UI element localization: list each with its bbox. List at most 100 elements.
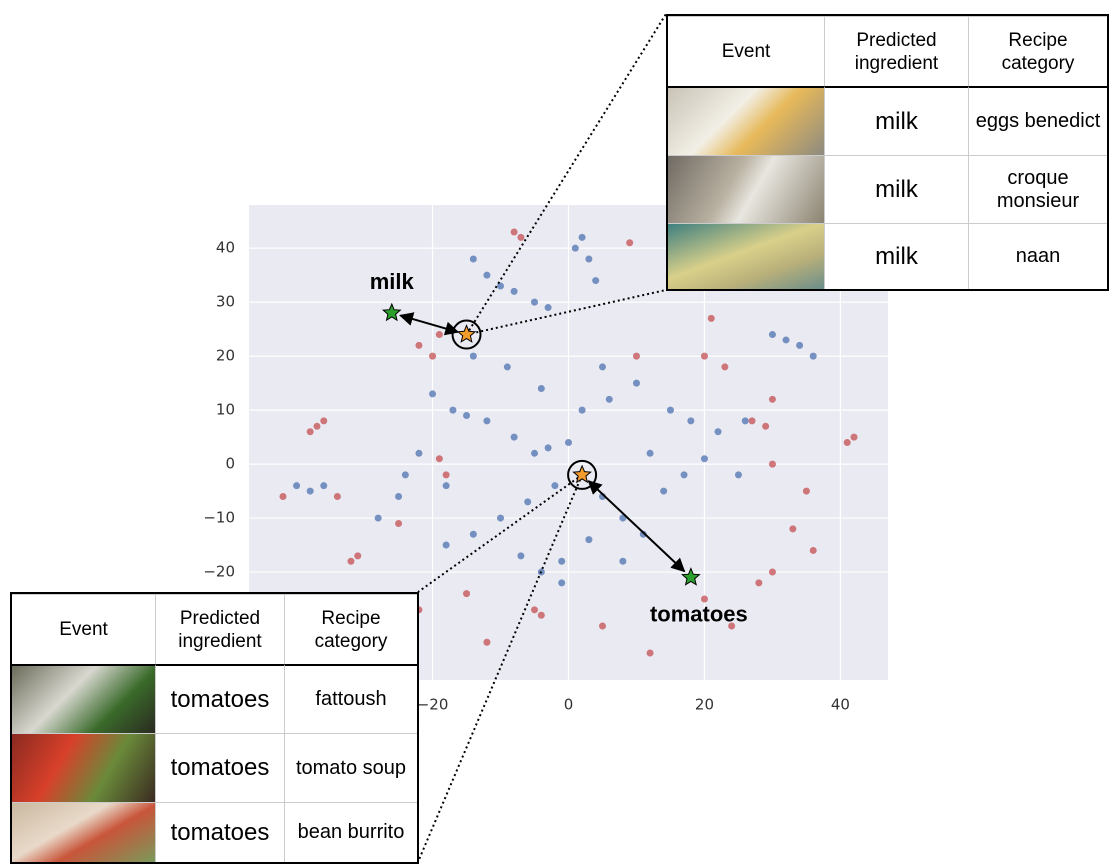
point xyxy=(715,428,722,435)
point xyxy=(769,461,776,468)
point xyxy=(701,353,708,360)
point xyxy=(517,234,524,241)
point xyxy=(531,450,538,457)
point xyxy=(796,342,803,349)
point xyxy=(626,239,633,246)
point xyxy=(415,450,422,457)
ingredient-cell: milk xyxy=(824,86,968,155)
category-cell: eggs benedict xyxy=(968,86,1107,155)
point xyxy=(585,536,592,543)
event-image xyxy=(668,223,824,289)
point xyxy=(769,331,776,338)
category-cell: tomato soup xyxy=(284,733,417,802)
category-cell: bean burrito xyxy=(284,802,417,862)
y-tick-label: 30 xyxy=(216,293,235,311)
point xyxy=(579,234,586,241)
point xyxy=(667,407,674,414)
point xyxy=(463,590,470,597)
point xyxy=(511,288,518,295)
point xyxy=(334,493,341,500)
point xyxy=(307,428,314,435)
point xyxy=(470,353,477,360)
point xyxy=(347,558,354,565)
point xyxy=(483,639,490,646)
point xyxy=(551,482,558,489)
point xyxy=(395,520,402,527)
ingredient-cell: tomatoes xyxy=(155,802,284,862)
x-tick-label: 20 xyxy=(695,696,714,714)
point xyxy=(619,558,626,565)
point xyxy=(497,282,504,289)
point xyxy=(279,493,286,500)
point xyxy=(558,558,565,565)
header-cell: Predicted ingredient xyxy=(824,16,968,86)
point xyxy=(436,331,443,338)
header-cell: Recipe category xyxy=(968,16,1107,86)
point xyxy=(810,353,817,360)
point xyxy=(538,612,545,619)
point xyxy=(443,482,450,489)
event-image xyxy=(12,664,155,733)
point xyxy=(402,471,409,478)
point xyxy=(449,407,456,414)
event-image xyxy=(668,86,824,155)
ingredient-cell: milk xyxy=(824,223,968,289)
point xyxy=(320,482,327,489)
point xyxy=(599,623,606,630)
point xyxy=(320,417,327,424)
point xyxy=(313,423,320,430)
point xyxy=(647,450,654,457)
event-image xyxy=(668,155,824,223)
point xyxy=(443,471,450,478)
category-cell: croque monsieur xyxy=(968,155,1107,223)
point xyxy=(429,390,436,397)
point xyxy=(810,547,817,554)
x-tick-label: 40 xyxy=(831,696,850,714)
point xyxy=(517,552,524,559)
point xyxy=(803,488,810,495)
point xyxy=(579,407,586,414)
ingredient-cell: milk xyxy=(824,155,968,223)
point xyxy=(470,531,477,538)
point xyxy=(681,471,688,478)
point xyxy=(531,606,538,613)
x-tick-label: 0 xyxy=(564,696,574,714)
point xyxy=(585,255,592,262)
point xyxy=(599,363,606,370)
point xyxy=(769,396,776,403)
point xyxy=(443,542,450,549)
category-cell: fattoush xyxy=(284,664,417,733)
point xyxy=(572,245,579,252)
y-tick-label: 20 xyxy=(216,347,235,365)
annotation-label: tomatoes xyxy=(650,601,748,626)
y-tick-label: 40 xyxy=(216,239,235,257)
point xyxy=(749,417,756,424)
point xyxy=(483,417,490,424)
point xyxy=(375,515,382,522)
event-image xyxy=(12,802,155,862)
point xyxy=(721,363,728,370)
point xyxy=(735,471,742,478)
point xyxy=(415,342,422,349)
ingredient-cell: tomatoes xyxy=(155,664,284,733)
point xyxy=(687,417,694,424)
point xyxy=(851,434,858,441)
point xyxy=(558,579,565,586)
y-tick-label: −10 xyxy=(203,509,235,527)
point xyxy=(742,417,749,424)
point xyxy=(565,439,572,446)
point xyxy=(531,299,538,306)
page: {"chart_data": {"type": "scatter", "xlim… xyxy=(0,0,1109,866)
y-tick-label: 10 xyxy=(216,401,235,419)
point xyxy=(538,385,545,392)
point xyxy=(436,455,443,462)
point xyxy=(395,493,402,500)
point xyxy=(429,353,436,360)
point xyxy=(783,336,790,343)
point xyxy=(755,579,762,586)
point xyxy=(545,444,552,451)
point xyxy=(470,255,477,262)
category-cell: naan xyxy=(968,223,1107,289)
point xyxy=(762,423,769,430)
point xyxy=(708,315,715,322)
